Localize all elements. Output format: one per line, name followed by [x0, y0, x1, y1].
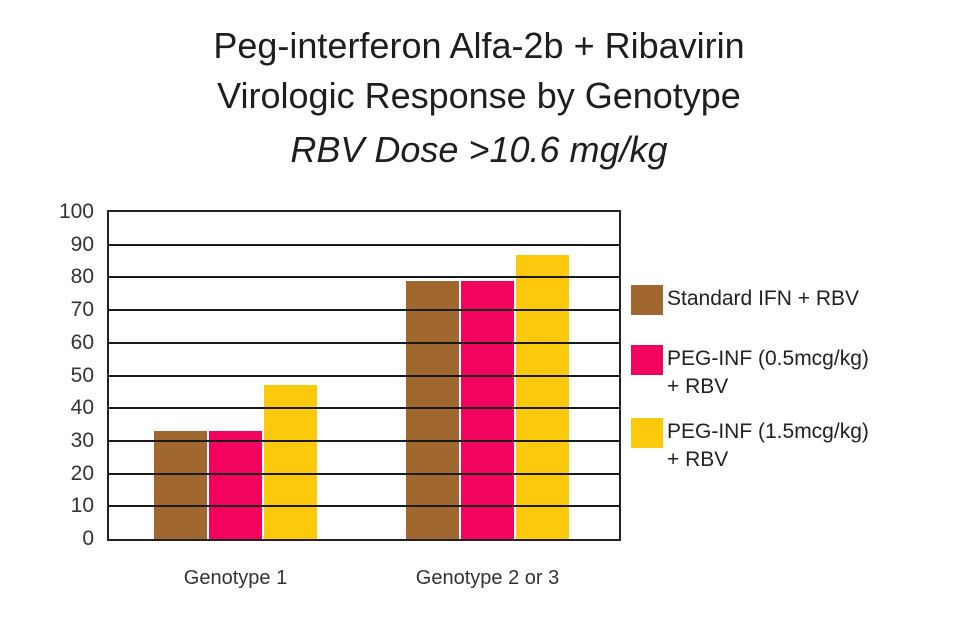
chart-subtitle: Virologic Response by Genotype [217, 75, 741, 116]
gridline [109, 243, 619, 246]
legend-item-standard-ifn: Standard IFN + RBV [631, 285, 859, 315]
legend-swatch [631, 418, 663, 448]
y-tick-label: 0 [82, 527, 94, 550]
y-tick-label: 100 [58, 200, 94, 223]
gridline [109, 472, 619, 475]
legend-swatch [631, 345, 663, 375]
bar [461, 280, 514, 539]
y-tick-label: 60 [70, 330, 94, 354]
y-tick-label: 50 [70, 363, 94, 387]
legend-swatch [631, 285, 663, 315]
x-tick-label: Genotype 2 or 3 [415, 567, 560, 589]
legend-label: PEG-INF (1.5mcg/kg) + RBV [667, 420, 869, 471]
y-tick-label: 80 [70, 265, 94, 289]
bar [516, 254, 569, 539]
plot-area [107, 210, 621, 541]
bar [264, 385, 317, 539]
gridline [109, 309, 619, 312]
y-tick-label: 10 [70, 494, 94, 518]
y-tick-label: 90 [70, 232, 94, 256]
gridline [109, 505, 619, 508]
x-tick-label: Genotype 1 [183, 567, 288, 589]
gridline [109, 407, 619, 410]
bar [209, 431, 262, 539]
y-tick-label: 30 [70, 428, 94, 452]
gridline [109, 276, 619, 279]
gridline [109, 439, 619, 442]
bar [406, 280, 459, 539]
y-tick-label: 20 [70, 461, 94, 485]
gridline [109, 374, 619, 377]
legend-label: PEG-INF (0.5mcg/kg) + RBV [667, 347, 869, 398]
legend-item-peg-1-5: PEG-INF (1.5mcg/kg) + RBV [631, 418, 869, 474]
gridline [109, 341, 619, 344]
legend-item-peg-0-5: PEG-INF (0.5mcg/kg) + RBV [631, 345, 869, 401]
legend-label: Standard IFN + RBV [667, 287, 860, 310]
chart-dose-subtitle: RBV Dose >10.6 mg/kg [290, 129, 668, 170]
bar [154, 431, 207, 539]
y-tick-label: 40 [70, 396, 94, 420]
chart-title: Peg-interferon Alfa-2b + Ribavirin [213, 25, 745, 66]
y-tick-label: 70 [70, 298, 94, 322]
